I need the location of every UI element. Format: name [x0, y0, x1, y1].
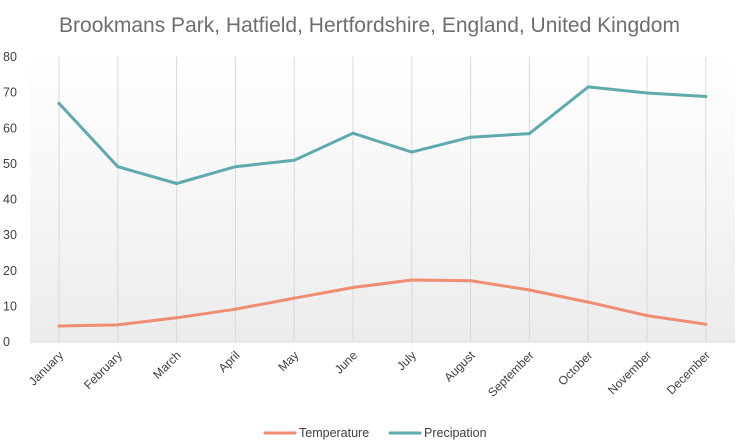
x-tick-label-april: April	[216, 348, 243, 375]
data-point-precipation-january	[57, 101, 61, 105]
data-point-precipation-june	[351, 131, 355, 135]
x-tick-label-may: May	[275, 348, 301, 374]
data-point-temperature-september	[527, 288, 531, 292]
y-tick-label: 40	[3, 193, 17, 207]
series-lines	[57, 85, 708, 328]
data-point-temperature-december	[704, 322, 708, 326]
data-point-precipation-april	[233, 165, 237, 169]
data-point-temperature-june	[351, 285, 355, 289]
data-point-precipation-september	[527, 132, 531, 136]
data-point-temperature-january	[57, 324, 61, 328]
data-point-precipation-december	[704, 95, 708, 99]
data-point-temperature-april	[233, 307, 237, 311]
x-axis: January February March April May June July Augu…	[26, 341, 735, 400]
y-tick-label: 80	[3, 50, 17, 64]
data-point-temperature-november	[645, 314, 649, 318]
data-point-temperature-august	[469, 279, 473, 283]
x-tick-label-july: July	[394, 348, 419, 373]
data-point-temperature-may	[292, 296, 296, 300]
y-axis: 0 10 20 30 40 50 60 70 80	[3, 50, 17, 349]
x-tick-label-february: February	[81, 348, 125, 392]
x-tick-label-november: November	[605, 348, 654, 397]
series-line-temperature	[57, 278, 708, 328]
x-tick-label-august: August	[441, 348, 478, 385]
x-tick-label-september: September	[485, 348, 536, 399]
legend-label-precipation: Precipation	[424, 426, 487, 440]
y-tick-label: 20	[3, 264, 17, 278]
y-tick-label: 70	[3, 86, 17, 100]
x-tick-label-january: January	[26, 348, 66, 388]
data-point-precipation-july	[410, 150, 414, 154]
y-tick-label: 50	[3, 157, 17, 171]
data-point-precipation-march	[175, 181, 179, 185]
data-point-precipation-february	[116, 165, 120, 169]
y-tick-label: 60	[3, 121, 17, 135]
legend: Temperature Precipation	[263, 426, 487, 440]
data-point-precipation-may	[292, 158, 296, 162]
x-tick-label-october: October	[555, 348, 595, 388]
x-tick-label-march: March	[150, 348, 183, 381]
plot-area	[30, 57, 735, 342]
x-tick-label-june: June	[332, 348, 361, 377]
y-tick-label: 10	[3, 299, 17, 313]
data-point-temperature-march	[175, 316, 179, 320]
legend-label-temperature: Temperature	[299, 426, 369, 440]
data-point-temperature-july	[410, 278, 414, 282]
x-tick-label-december: December	[664, 348, 713, 397]
data-point-precipation-august	[469, 135, 473, 139]
series-line-precipation	[57, 85, 708, 185]
data-point-precipation-november	[645, 91, 649, 95]
data-point-temperature-october	[586, 300, 590, 304]
data-point-precipation-october	[586, 85, 590, 89]
y-tick-label: 0	[3, 335, 10, 349]
vertical-gridlines	[58, 57, 707, 342]
y-tick-label: 30	[3, 228, 17, 242]
chart-title: Brookmans Park, Hatfield, Hertfordshire,…	[59, 14, 680, 37]
data-point-temperature-february	[116, 323, 120, 327]
